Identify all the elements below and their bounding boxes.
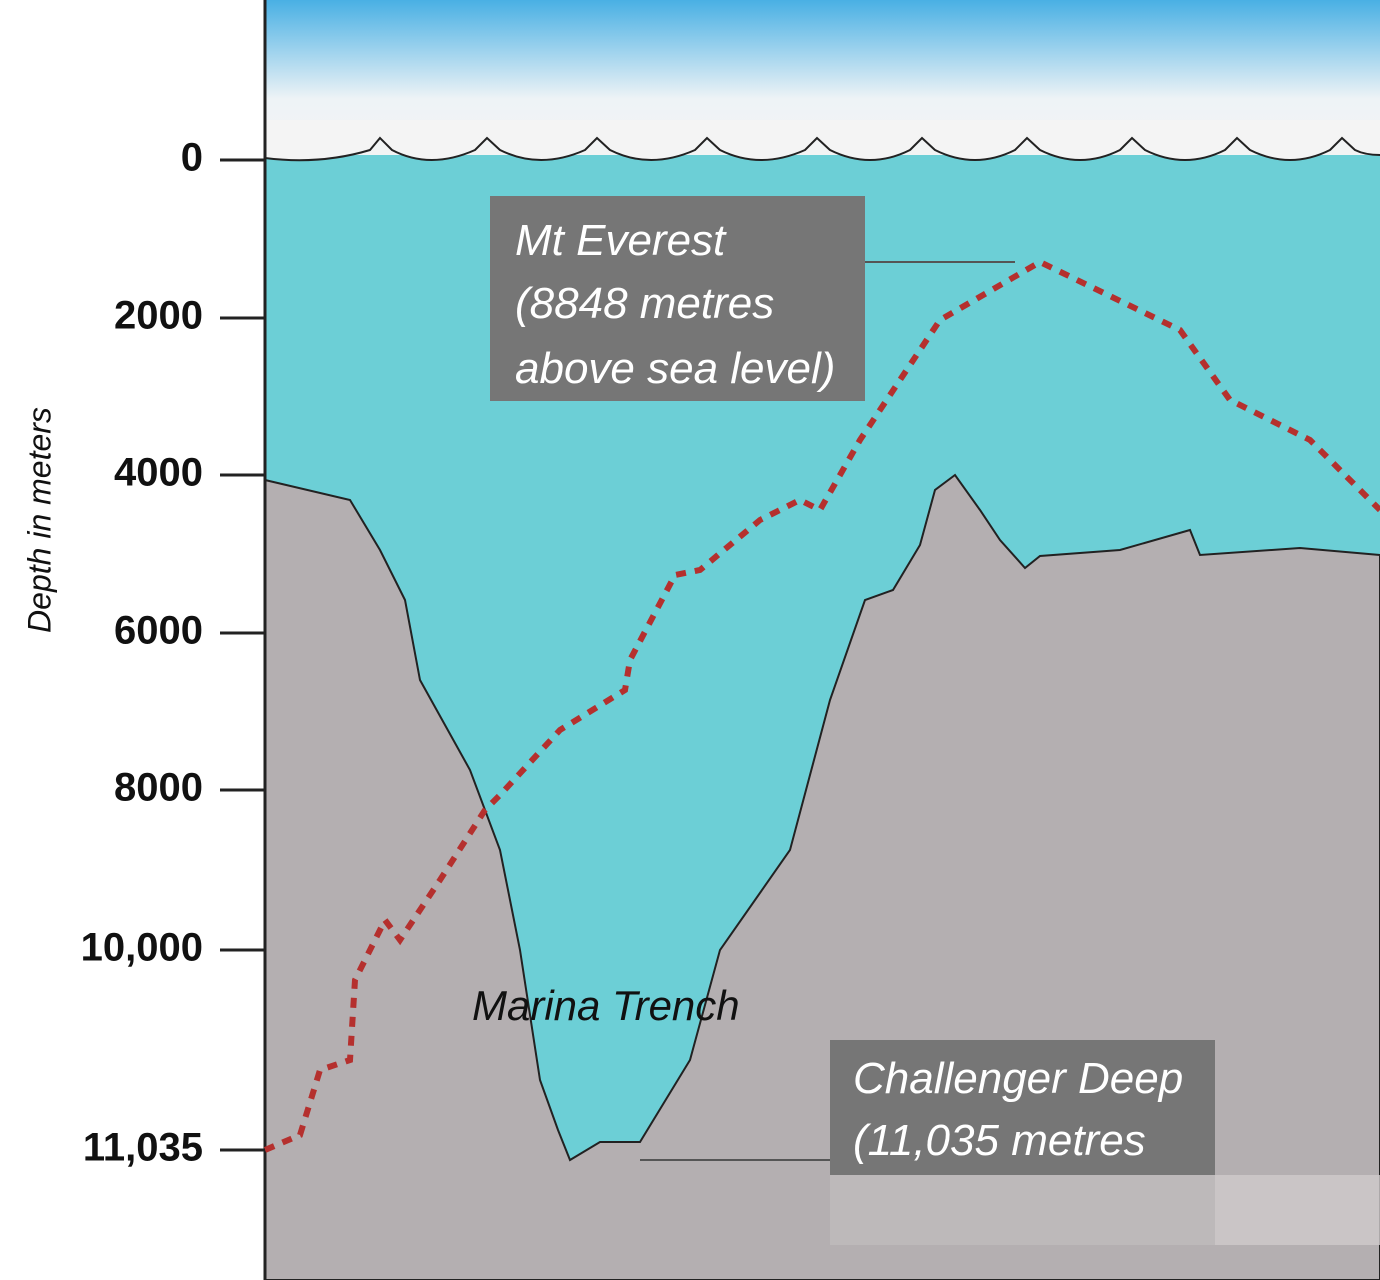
everest-box bbox=[490, 196, 865, 401]
axis-label: Depth in meters bbox=[21, 407, 57, 633]
everest-text: Mt Everest bbox=[515, 216, 727, 265]
tick-label: 11,035 bbox=[83, 1126, 203, 1170]
tick-label: 2000 bbox=[114, 294, 203, 338]
everest-text: above sea level) bbox=[515, 344, 835, 393]
challenger-text: Challenger Deep bbox=[853, 1054, 1183, 1103]
wave-line bbox=[264, 136, 1380, 162]
ticks bbox=[220, 158, 265, 1152]
everest-text: (8848 metres bbox=[515, 279, 774, 328]
tick-label: 6000 bbox=[114, 609, 203, 653]
trench-label: Marina Trench bbox=[472, 982, 740, 1029]
challenger-text: (11,035 metres bbox=[853, 1116, 1146, 1165]
everest-outline bbox=[263, 258, 1380, 1153]
sky-wave-fill bbox=[265, 120, 1380, 161]
tick-label: 4000 bbox=[114, 451, 203, 495]
tick-label: 8000 bbox=[114, 766, 203, 810]
blur-patch bbox=[830, 1175, 1380, 1245]
tick-label: 0 bbox=[181, 136, 203, 180]
tick-label: 10,000 bbox=[81, 926, 203, 970]
